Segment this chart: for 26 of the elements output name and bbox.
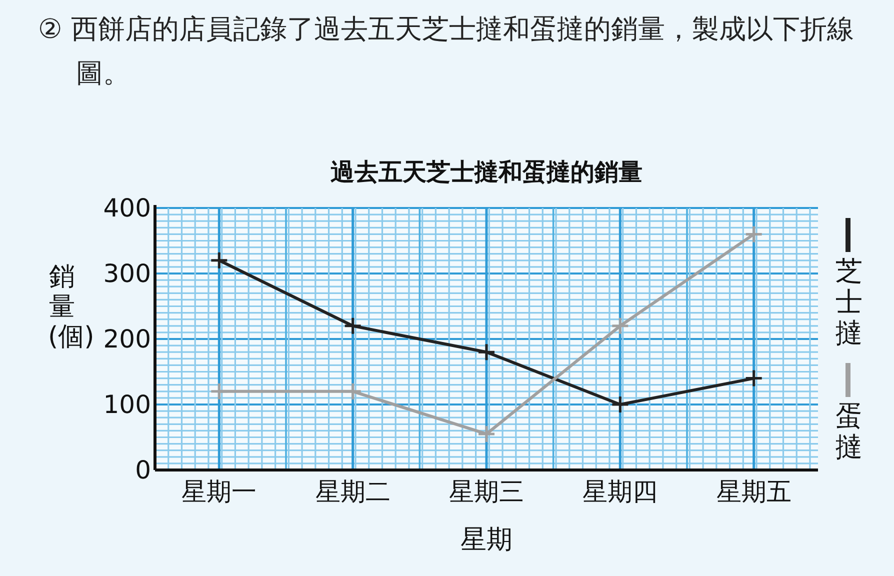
text: ② 西餅店的店員記錄了過去五天芝士撻和蛋撻的銷量，製成以下折線圖。: [38, 13, 855, 91]
point: [477, 424, 496, 444]
point: [744, 224, 764, 244]
y-tick-label: 0: [135, 456, 151, 484]
point: [210, 251, 228, 270]
chart-title: 過去五天芝士撻和蛋撻的銷量: [330, 158, 642, 186]
x-tick-label: 星期五: [716, 477, 792, 506]
point: [344, 382, 362, 401]
x-tick-label: 星期三: [449, 477, 524, 506]
point: [744, 369, 764, 388]
point: [610, 395, 630, 414]
x-axis-title: 星期: [460, 524, 514, 557]
x-tick-label: 星期四: [582, 477, 658, 506]
y-tick-label: 400: [103, 194, 151, 222]
legend-label: 芝士撻: [834, 256, 864, 349]
y-axis-title: 銷量(個): [48, 262, 94, 352]
y-tick-label: 100: [103, 390, 151, 419]
x-tick-label: 星期二: [315, 477, 390, 506]
x-tick-label: 星期一: [182, 477, 257, 506]
point: [477, 342, 496, 362]
y-tick-label: 300: [103, 259, 151, 288]
y-tick-label: 200: [103, 324, 151, 354]
legend-label: 蛋撻: [834, 401, 864, 463]
point: [344, 316, 362, 336]
point: [610, 316, 630, 336]
point: [210, 382, 228, 401]
